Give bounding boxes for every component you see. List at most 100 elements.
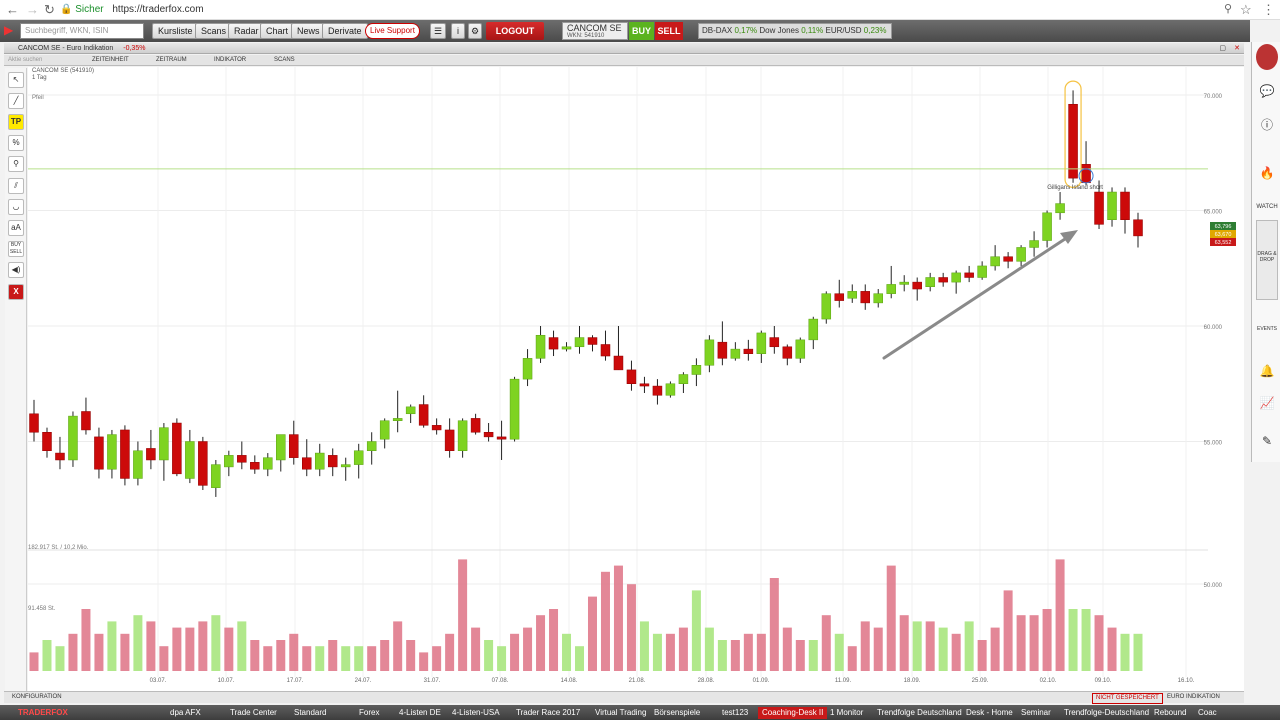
candle-body (263, 457, 273, 470)
configuration-link[interactable]: KONFIGURATION (12, 694, 62, 700)
taskbar-tab[interactable]: Trade Center (230, 708, 277, 717)
menu-scans[interactable]: SCANS (274, 57, 295, 63)
events-label[interactable]: EVENTS (1256, 326, 1277, 332)
candle-body (1133, 219, 1143, 237)
forward-icon[interactable]: → (26, 2, 39, 17)
info-icon[interactable]: i (451, 23, 465, 39)
target-price-tool[interactable]: TP (8, 114, 24, 130)
global-search-input[interactable]: Suchbegriff, WKN, ISIN (20, 23, 144, 39)
hamburger-menu-icon[interactable]: ☰ (430, 23, 446, 39)
hot-flame-icon[interactable]: 🔥 (1259, 166, 1275, 180)
chat-icon[interactable]: 💬 (1259, 84, 1275, 98)
volume-bar (1055, 559, 1065, 671)
line-tool-icon[interactable]: ╱ (8, 93, 24, 109)
taskbar-tab[interactable]: test123 (722, 708, 749, 717)
kursliste-button[interactable]: Kursliste (152, 23, 199, 39)
date-axis-label: 09.10. (1095, 678, 1112, 684)
taskbar-tab[interactable]: dpa AFX (170, 708, 201, 717)
parallel-lines-icon[interactable]: ⫽ (8, 178, 24, 194)
sound-icon[interactable]: ◀) (8, 262, 24, 278)
candle-body (782, 346, 793, 359)
taskbar-tab[interactable]: Coaching-Desk II (758, 707, 828, 719)
candle-body (29, 413, 39, 433)
candle-body (756, 332, 767, 354)
bookmark-star-icon[interactable]: ☆ (1240, 2, 1252, 17)
menu-zeiteinheit[interactable]: ZEITEINHEIT (92, 57, 129, 63)
taskbar-tab[interactable]: TRADERFOX (18, 708, 68, 717)
live-support-button[interactable]: Live Support (365, 23, 420, 39)
curve-tool-icon[interactable]: ◡ (8, 199, 24, 215)
candlestick-chart[interactable]: 70.000 65.000 60.000 55.000 50.000 03.07. 10.0… (28, 67, 1244, 694)
buy-button[interactable]: BUY (629, 22, 654, 40)
taskbar-tab[interactable]: Trendfolge-Deutschland (1064, 708, 1150, 717)
taskbar-tab[interactable]: Standard (294, 708, 327, 717)
menu-indikator[interactable]: INDIKATOR (214, 57, 247, 63)
taskbar-tab[interactable]: Trader Race 2017 (516, 708, 581, 717)
taskbar-tab[interactable]: Forex (359, 708, 380, 717)
percent-tool[interactable]: % (8, 135, 24, 151)
taskbar-tab[interactable]: Börsenspiele (654, 708, 701, 717)
chart-window-title-bar: CANCOM SE - Euro Indikation -0,35% ✕ ▢ (4, 43, 1244, 54)
date-axis-label: 01.09. (753, 678, 770, 684)
derivate-button[interactable]: Derivate (322, 23, 368, 39)
candle-body (795, 339, 806, 359)
drag-drop-zone[interactable]: DRAG & DROP (1256, 220, 1278, 300)
quote-mode[interactable]: EURO INDIKATION (1167, 694, 1220, 700)
buy-sell-tool[interactable]: BUY SELL (8, 241, 24, 257)
chart-area[interactable]: 70.000 65.000 60.000 55.000 50.000 03.07. 10.0… (28, 67, 1244, 694)
cursor-icon[interactable]: ↖ (8, 72, 24, 88)
window-maximize-icon[interactable]: ▢ (1219, 45, 1226, 52)
taskbar-tab[interactable]: Coac (1198, 708, 1217, 717)
taskbar-tab[interactable]: 4-Listen DE (399, 708, 441, 717)
scans-button[interactable]: Scans (195, 23, 233, 39)
stock-info-icon[interactable]: ⓘ (1260, 118, 1273, 132)
menu-zeitraum[interactable]: ZEITRAUM (156, 57, 187, 63)
candle-body (444, 429, 455, 451)
candle-body (405, 406, 416, 415)
gear-icon[interactable]: ⚙ (468, 23, 482, 39)
window-close-icon[interactable]: ✕ (1234, 45, 1240, 52)
browser-address-bar: ← → ↻ 🔒 Sicher https://traderfox.com ⚲ ☆… (0, 0, 1280, 20)
desk-taskbar: TRADERFOX dpa AFX Trade Center Standard Fore… (0, 705, 1280, 720)
date-axis-label: 28.08. (698, 678, 715, 684)
taskbar-tab[interactable]: Rebound (1154, 708, 1187, 717)
text-tool[interactable]: aA (8, 220, 24, 236)
back-icon[interactable]: ← (6, 2, 19, 17)
taskbar-tab[interactable]: 1 Monitor (830, 708, 864, 717)
current-stock-box[interactable]: CANCOM SE WKN: 541910 (562, 22, 628, 40)
url-field[interactable]: 🔒 Sicher https://traderfox.com (60, 4, 204, 15)
reload-icon[interactable]: ↻ (44, 2, 55, 17)
candle-body (1003, 256, 1013, 262)
bell-icon[interactable]: 🔔 (1259, 364, 1275, 378)
edit-pencil-icon[interactable]: ✎ (1261, 434, 1273, 448)
news-button[interactable]: News (291, 23, 326, 39)
taskbar-tab[interactable]: Seminar (1021, 708, 1051, 717)
key-icon[interactable]: ⚲ (1224, 3, 1233, 15)
date-axis-label: 07.08. (492, 678, 509, 684)
volume-bar (1068, 609, 1078, 671)
taskbar-tab[interactable]: Virtual Trading (595, 708, 647, 717)
watch-label[interactable]: WATCH (1256, 204, 1278, 210)
volume-bar (951, 633, 961, 671)
price-badge: 63,670 (1215, 232, 1232, 238)
date-axis-label: 03.07. (150, 678, 167, 684)
date-axis-label: 17.07. (287, 678, 304, 684)
delete-drawings-button[interactable]: X (8, 284, 24, 300)
candle-body (107, 434, 117, 470)
stock-search-input[interactable]: Aktie suchen (8, 57, 43, 63)
gap-highlight-circle (1078, 168, 1094, 184)
logout-button[interactable]: LOGOUT (486, 22, 544, 40)
candle-body (392, 418, 403, 421)
taskbar-tab[interactable]: Desk - Home (966, 708, 1013, 717)
candle-body (860, 291, 870, 304)
menu-dots-icon[interactable]: ⋮ (1262, 2, 1275, 17)
chart-button[interactable]: Chart (260, 23, 295, 39)
line-chart-icon[interactable]: 📈 (1259, 396, 1275, 410)
user-avatar-icon[interactable] (1256, 44, 1278, 70)
taskbar-tab[interactable]: Trendfolge Deutschland (877, 708, 962, 717)
zoom-icon[interactable]: ⚲ (8, 156, 24, 172)
candle-body (808, 318, 819, 341)
annotation-label: Gilligans Island short (1047, 185, 1103, 191)
sell-button[interactable]: SELL (655, 22, 683, 40)
taskbar-tab[interactable]: 4-Listen-USA (452, 708, 500, 717)
